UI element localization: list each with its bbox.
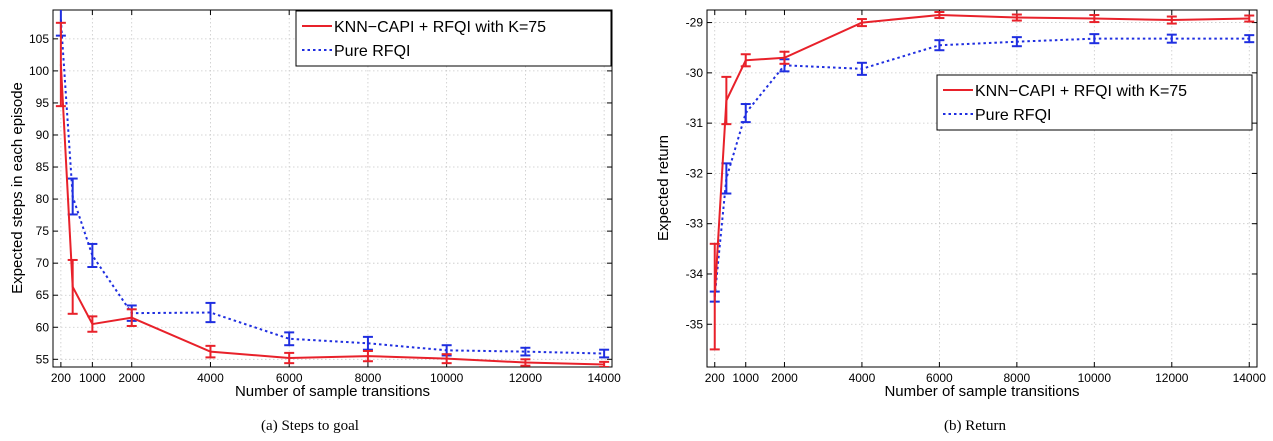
x-tick-label: 2000 — [771, 371, 798, 385]
y-tick-label: 90 — [36, 128, 50, 142]
error-bar — [205, 344, 216, 359]
y-tick-label: 55 — [36, 352, 50, 366]
legend-label-knn-capi: KNN−CAPI + RFQI with K=75 — [975, 83, 1187, 100]
x-axis-label: Number of sample transitions — [235, 383, 430, 400]
error-bar — [1011, 36, 1022, 48]
error-bar — [87, 242, 98, 269]
x-tick-label: 6000 — [276, 371, 303, 385]
error-bar — [740, 53, 751, 68]
y-tick-label: 65 — [36, 288, 50, 302]
x-tick-label: 14000 — [1233, 371, 1267, 385]
y-tick-label: -31 — [686, 116, 704, 130]
series-line-pure-rfqi — [59, 19, 605, 355]
error-bar — [520, 358, 531, 367]
error-bar — [362, 335, 373, 351]
legend-box — [936, 74, 1253, 131]
error-bar — [1244, 34, 1255, 44]
error-bar — [1166, 15, 1177, 25]
error-bar — [67, 258, 78, 315]
error-bar — [709, 242, 720, 351]
x-tick-label: 1000 — [79, 371, 106, 385]
x-tick-label: 10000 — [430, 371, 464, 385]
plot-area — [709, 11, 1255, 351]
error-bar — [362, 349, 373, 363]
y-tick-label: -29 — [686, 16, 704, 30]
error-bar — [55, 21, 66, 108]
chart-panel-b: 200 1000 2000 4000 6000 8000 10000 12000 14000 -3… — [655, 9, 1267, 400]
x-tick-label: 8000 — [1004, 371, 1031, 385]
chart-panel-a: 200 1000 2000 4000 6000 8000 10000 12000 14000 55… — [9, 9, 621, 400]
x-tick-label: 4000 — [849, 371, 876, 385]
error-bar — [520, 346, 531, 357]
error-bar — [1089, 14, 1100, 24]
error-bar — [599, 360, 610, 367]
legend-box — [295, 10, 612, 67]
x-tick-label: 1000 — [732, 371, 759, 385]
legend-label-pure-rfqi: Pure RFQI — [334, 43, 410, 60]
y-tick-label: 105 — [29, 32, 49, 46]
y-tick-label: 60 — [36, 320, 50, 334]
error-bar — [441, 353, 452, 365]
y-tick-label: 95 — [36, 96, 50, 110]
legend-label-knn-capi: KNN−CAPI + RFQI with K=75 — [334, 19, 546, 36]
x-tick-label: 12000 — [509, 371, 543, 385]
plot-frame — [706, 9, 1258, 368]
error-bar — [934, 11, 945, 20]
error-bar — [87, 315, 98, 333]
error-bar — [779, 50, 790, 65]
error-bar — [740, 103, 751, 124]
error-bar — [126, 308, 137, 327]
series-line-pure-rfqi — [713, 37, 1250, 297]
plot-area — [55, 10, 610, 367]
y-tick-label: -34 — [686, 267, 704, 281]
error-bar — [205, 301, 216, 324]
series-line-knn-capi — [713, 14, 1250, 297]
y-tick-label: -30 — [686, 66, 704, 80]
caption-a: (a) Steps to goal — [261, 418, 359, 434]
y-tick-label: 80 — [36, 192, 50, 206]
error-bar — [284, 331, 295, 347]
y-tick-label: -33 — [686, 217, 704, 231]
y-tick-label: -32 — [686, 166, 704, 180]
x-axis-label: Number of sample transitions — [884, 383, 1079, 400]
x-tick-label: 10000 — [1078, 371, 1112, 385]
error-bar — [1089, 33, 1100, 45]
error-bar — [599, 348, 610, 359]
y-axis-label: Expected steps in each episode — [9, 82, 26, 294]
y-tick-label: 70 — [36, 256, 50, 270]
y-tick-label: -35 — [686, 317, 704, 331]
series-line-knn-capi — [59, 64, 605, 366]
error-bar — [721, 75, 732, 126]
error-bar — [284, 351, 295, 365]
x-tick-label: 2000 — [118, 371, 145, 385]
error-bar — [1244, 14, 1255, 23]
plot-frame — [52, 9, 613, 368]
error-bar — [934, 39, 945, 52]
y-tick-label: 85 — [36, 160, 50, 174]
error-bar — [1166, 33, 1177, 44]
x-tick-label: 8000 — [355, 371, 382, 385]
x-tick-label: 14000 — [587, 371, 621, 385]
y-axis-label: Expected return — [655, 135, 672, 241]
x-tick-label: 4000 — [197, 371, 224, 385]
x-tick-label: 200 — [51, 371, 71, 385]
legend-label-pure-rfqi: Pure RFQI — [975, 107, 1051, 124]
legend: KNN−CAPI + RFQI with K=75 Pure RFQI — [936, 74, 1253, 131]
legend: KNN−CAPI + RFQI with K=75 Pure RFQI — [295, 10, 612, 67]
x-tick-label: 6000 — [926, 371, 953, 385]
x-tick-label: 200 — [705, 371, 725, 385]
y-tick-label: 100 — [29, 64, 49, 78]
error-bar — [1011, 13, 1022, 22]
caption-b: (b) Return — [944, 418, 1007, 434]
x-tick-label: 12000 — [1155, 371, 1189, 385]
error-bar — [856, 61, 867, 76]
error-bar — [856, 18, 867, 28]
y-tick-label: 75 — [36, 224, 50, 238]
